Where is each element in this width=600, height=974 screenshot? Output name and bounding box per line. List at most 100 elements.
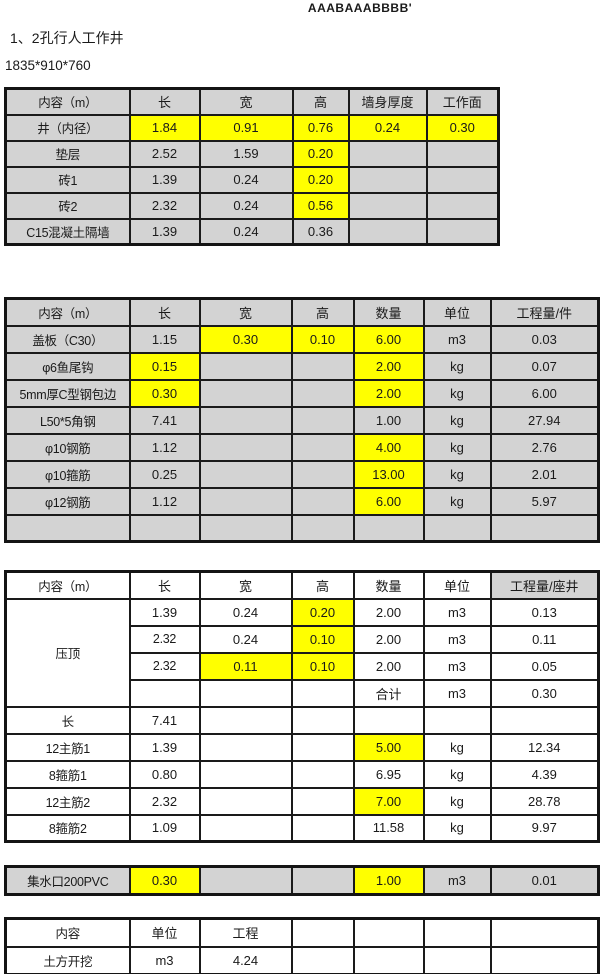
cell: 2.00	[352, 597, 425, 627]
cell: 0.30	[489, 678, 600, 708]
cell: 0.30	[425, 113, 500, 142]
cell	[290, 759, 355, 789]
cell: 13.00	[352, 459, 425, 489]
table-row: 5mm厚C型钢包边 0.30 2.00 kg 6.00	[4, 378, 600, 408]
cell: 1.59	[198, 139, 294, 168]
cell	[352, 513, 425, 543]
cell: 1.00	[352, 405, 425, 435]
cell	[290, 945, 355, 974]
cell	[4, 513, 131, 543]
cell: 6.00	[352, 486, 425, 516]
cell: 1.39	[128, 165, 201, 194]
cell: m3	[422, 597, 492, 627]
cell: 12.34	[489, 732, 600, 762]
cell	[290, 351, 355, 381]
header-cell	[352, 917, 425, 948]
cell: 7.00	[352, 786, 425, 816]
cell: 压顶	[4, 597, 131, 708]
cell: 1.15	[128, 324, 201, 354]
cell: 0.30	[128, 865, 201, 896]
table-cover-plate-parts: 内容（m）长宽高数量 单位 工程量/件 盖板（C30） 1.15 0.30 0.10 6.00…	[4, 297, 600, 543]
cell: 2.00	[352, 624, 425, 654]
header-cell: 高	[290, 570, 355, 600]
cell: kg	[422, 813, 492, 843]
cell	[290, 813, 355, 843]
table-row: 12主筋1 1.39 5.00 kg 12.34	[4, 732, 600, 762]
cell	[198, 759, 293, 789]
table-row: C15混凝土隔墙 1.39 0.24 0.36	[4, 217, 500, 246]
cell: 4.39	[489, 759, 600, 789]
header-cell: 单位	[422, 297, 492, 327]
table-row: 2.32 0.11 0.10 2.00 m3 0.05	[6, 651, 600, 681]
cell: 井（内径）	[4, 113, 131, 142]
table-pvc-inlet: 集水口200PVC 0.30 1.00 m3 0.01	[4, 865, 600, 896]
header-row: 内容（m）长宽高数量 单位 工程量/件	[4, 297, 600, 327]
header-row: 内容（m）长宽高墙身厚度 工作面	[4, 87, 500, 116]
cell	[290, 865, 355, 896]
cell: 0.91	[198, 113, 294, 142]
header-cell: 工程量/座井	[489, 570, 600, 600]
cell: 盖板（C30）	[4, 324, 131, 354]
cell: φ12钢筋	[4, 486, 131, 516]
cell: m3	[422, 678, 492, 708]
cell: 28.78	[489, 786, 600, 816]
table-row: 井（内径） 1.84 0.91 0.76 0.24 0.30	[4, 113, 500, 142]
cell	[347, 217, 428, 246]
table-row	[4, 513, 600, 543]
cell	[425, 165, 500, 194]
cell: 7.41	[128, 705, 201, 735]
document-header: AAABAAABBBB'	[307, 1, 413, 15]
cell	[347, 191, 428, 220]
cell: L50*5角钢	[4, 405, 131, 435]
header-cell	[422, 917, 492, 948]
cell: 2.52	[128, 139, 201, 168]
cell: kg	[422, 459, 492, 489]
header-cell	[489, 917, 600, 948]
cell: 11.58	[352, 813, 425, 843]
cell: kg	[422, 351, 492, 381]
cell: 长	[4, 705, 131, 735]
cell: 0.24	[198, 191, 294, 220]
cell	[128, 678, 201, 708]
table-row: 土方开挖 m3 4.24	[4, 945, 600, 974]
cell: 0.10	[290, 651, 355, 681]
cell: kg	[422, 405, 492, 435]
cell: 0.24	[347, 113, 428, 142]
table-row: φ10钢筋 1.12 4.00 kg 2.76	[4, 432, 600, 462]
cell	[290, 459, 355, 489]
table-well-dimensions: 内容（m）长宽高墙身厚度 工作面 井（内径） 1.84 0.91 0.76 0.24 0.30…	[4, 87, 500, 246]
cell	[425, 217, 500, 246]
cell: 合计	[352, 678, 425, 708]
header-cell: 高	[291, 87, 350, 116]
cell	[489, 705, 600, 735]
cell	[290, 678, 355, 708]
cell: 0.20	[291, 165, 350, 194]
cell: m3	[422, 624, 492, 654]
table-row: 砖2 2.32 0.24 0.56	[4, 191, 500, 220]
cell: 2.32	[128, 786, 201, 816]
cell	[290, 486, 355, 516]
cell	[422, 513, 492, 543]
cell: 0.56	[291, 191, 350, 220]
cell	[198, 378, 293, 408]
header-row: 内容（m）长宽高数量 单位 工程量/座井	[4, 570, 600, 600]
cell	[198, 705, 293, 735]
well-size-label: 1835*910*760	[5, 58, 91, 73]
table-row: 8箍筋2 1.09 11.58 kg 9.97	[4, 813, 600, 843]
header-cell: 高	[290, 297, 355, 327]
cell: 1.00	[352, 865, 425, 896]
cell: 2.00	[352, 651, 425, 681]
cell	[198, 513, 293, 543]
cell: 0.24	[198, 165, 294, 194]
table-row: L50*5角钢 7.41 1.00 kg 27.94	[4, 405, 600, 435]
header-cell: 宽	[198, 297, 293, 327]
cell: 集水口200PVC	[4, 865, 131, 896]
cell: 2.32	[128, 624, 201, 654]
cell	[290, 786, 355, 816]
table-row: 盖板（C30） 1.15 0.30 0.10 6.00 m3 0.03	[4, 324, 600, 354]
cell: 0.76	[291, 113, 350, 142]
cell	[290, 732, 355, 762]
cell: kg	[422, 732, 492, 762]
cell: 0.30	[128, 378, 201, 408]
